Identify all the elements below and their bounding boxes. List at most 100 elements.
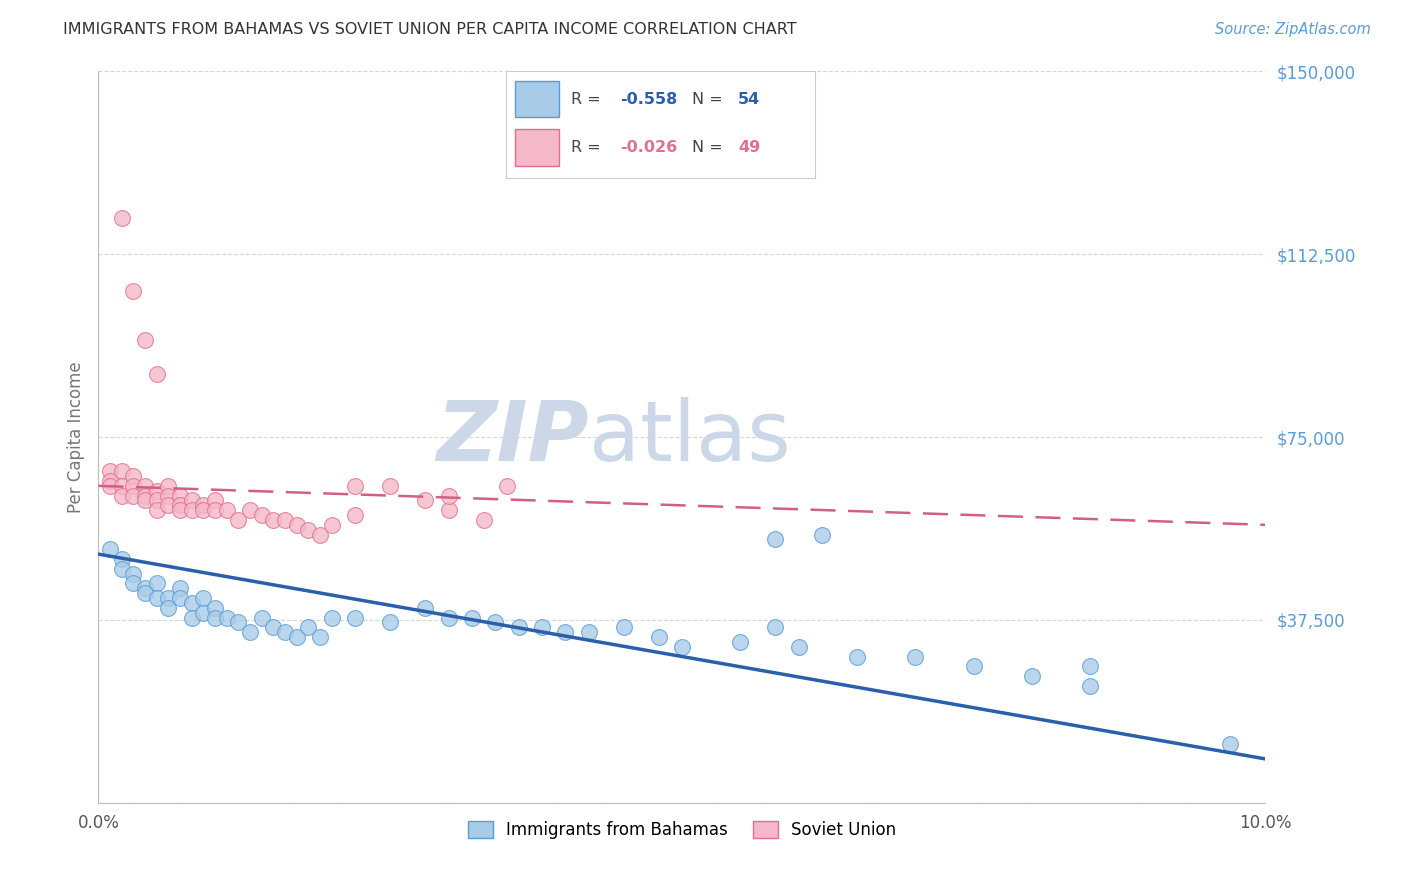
- Point: [98, 542, 121, 557]
- Point: [1080, 659, 1102, 673]
- Point: [169, 591, 191, 605]
- Point: [193, 503, 215, 517]
- Text: -0.026: -0.026: [620, 140, 678, 155]
- Text: 54: 54: [738, 92, 761, 107]
- FancyBboxPatch shape: [516, 129, 558, 166]
- Point: [239, 625, 262, 640]
- Point: [146, 576, 169, 591]
- Point: [344, 610, 367, 624]
- Point: [157, 489, 180, 503]
- Point: [111, 489, 134, 503]
- Point: [285, 517, 308, 532]
- Point: [122, 566, 145, 581]
- Point: [1219, 737, 1241, 751]
- Legend: Immigrants from Bahamas, Soviet Union: Immigrants from Bahamas, Soviet Union: [461, 814, 903, 846]
- Point: [1021, 669, 1043, 683]
- Point: [134, 581, 156, 595]
- Point: [169, 503, 191, 517]
- Point: [111, 464, 134, 478]
- Point: [111, 479, 134, 493]
- Text: N =: N =: [692, 140, 723, 155]
- FancyBboxPatch shape: [516, 81, 558, 118]
- Point: [157, 499, 180, 513]
- Point: [193, 499, 215, 513]
- Point: [239, 503, 262, 517]
- Point: [787, 640, 810, 654]
- Point: [180, 610, 202, 624]
- Point: [228, 513, 250, 527]
- Point: [413, 493, 436, 508]
- Point: [146, 367, 169, 381]
- Point: [250, 610, 273, 624]
- Point: [169, 499, 191, 513]
- Point: [904, 649, 927, 664]
- Point: [1080, 679, 1102, 693]
- Y-axis label: Per Capita Income: Per Capita Income: [66, 361, 84, 513]
- Point: [250, 508, 273, 522]
- Point: [380, 615, 402, 630]
- Point: [157, 591, 180, 605]
- Point: [274, 513, 297, 527]
- Point: [309, 630, 332, 644]
- Point: [111, 552, 134, 566]
- Text: 49: 49: [738, 140, 761, 155]
- Point: [204, 493, 226, 508]
- Point: [122, 576, 145, 591]
- Point: [811, 527, 834, 541]
- Text: atlas: atlas: [589, 397, 790, 477]
- Point: [321, 610, 343, 624]
- Point: [204, 600, 226, 615]
- Point: [730, 635, 752, 649]
- Text: N =: N =: [692, 92, 723, 107]
- Point: [134, 489, 156, 503]
- Point: [285, 630, 308, 644]
- Point: [111, 211, 134, 225]
- Point: [437, 503, 460, 517]
- Point: [180, 596, 202, 610]
- Point: [180, 493, 202, 508]
- Point: [763, 620, 786, 634]
- Point: [274, 625, 297, 640]
- Point: [215, 610, 238, 624]
- Point: [215, 503, 238, 517]
- Point: [309, 527, 332, 541]
- Point: [647, 630, 669, 644]
- Point: [146, 591, 169, 605]
- Point: [204, 503, 226, 517]
- Point: [484, 615, 506, 630]
- Point: [157, 600, 180, 615]
- Point: [671, 640, 693, 654]
- Point: [496, 479, 519, 493]
- Point: [321, 517, 343, 532]
- Text: R =: R =: [571, 92, 600, 107]
- Point: [380, 479, 402, 493]
- Point: [169, 489, 191, 503]
- Point: [413, 600, 436, 615]
- Point: [437, 610, 460, 624]
- Point: [962, 659, 984, 673]
- Point: [262, 620, 284, 634]
- Point: [122, 284, 145, 298]
- Point: [193, 591, 215, 605]
- Text: IMMIGRANTS FROM BAHAMAS VS SOVIET UNION PER CAPITA INCOME CORRELATION CHART: IMMIGRANTS FROM BAHAMAS VS SOVIET UNION …: [63, 22, 797, 37]
- Point: [122, 469, 145, 483]
- Text: Source: ZipAtlas.com: Source: ZipAtlas.com: [1215, 22, 1371, 37]
- Point: [763, 533, 786, 547]
- Point: [98, 464, 121, 478]
- Point: [578, 625, 600, 640]
- Point: [134, 493, 156, 508]
- Text: R =: R =: [571, 140, 600, 155]
- Point: [169, 581, 191, 595]
- Point: [530, 620, 553, 634]
- Point: [122, 479, 145, 493]
- Point: [111, 562, 134, 576]
- Point: [122, 489, 145, 503]
- Point: [846, 649, 869, 664]
- Text: -0.558: -0.558: [620, 92, 678, 107]
- Point: [612, 620, 634, 634]
- Point: [146, 493, 169, 508]
- Point: [134, 586, 156, 600]
- Point: [204, 610, 226, 624]
- Point: [134, 333, 156, 347]
- Point: [344, 508, 367, 522]
